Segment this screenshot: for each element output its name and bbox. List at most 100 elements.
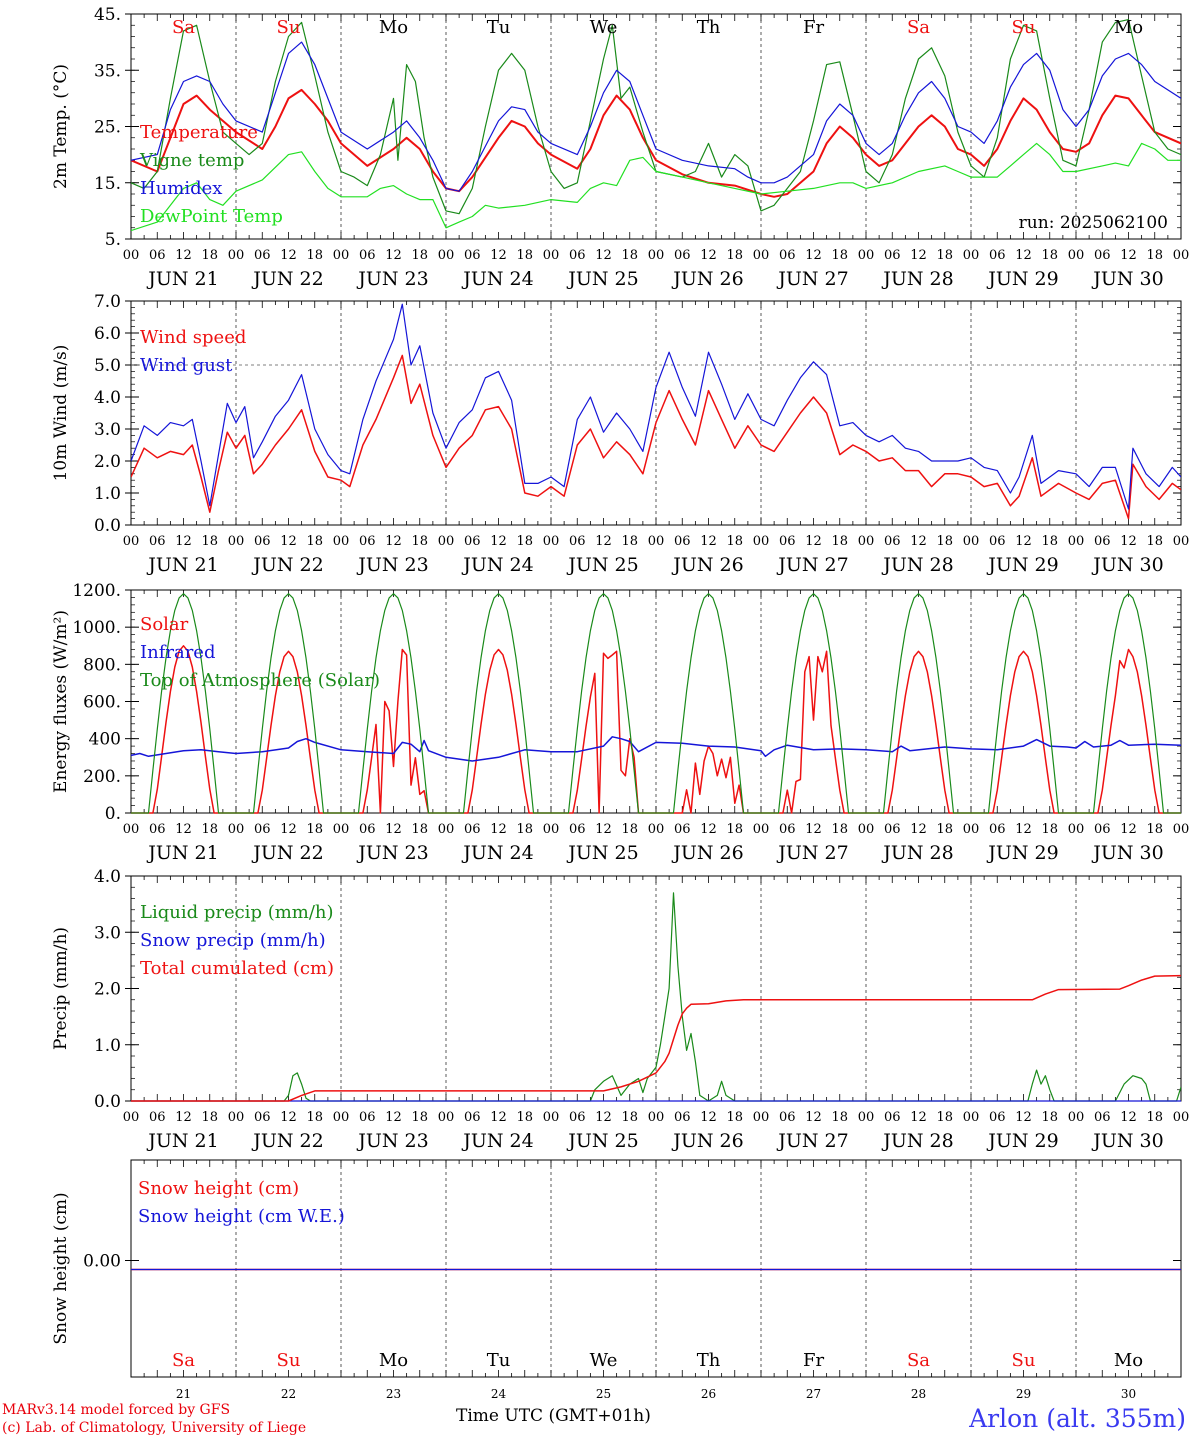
day-label: JUN 26 <box>671 842 743 864</box>
y-axis: 45. 35. 25. 15. 5. <box>94 5 1181 250</box>
panel-2: 7.0 6.0 5.0 4.0 3.0 2.0 1.0 0.0 10m Wind (m/s) Wi… <box>51 292 1189 576</box>
legend-entry: Temperature <box>140 122 258 143</box>
hour-tick-label: 06 <box>884 248 901 263</box>
series-group <box>131 19 1181 232</box>
weekday-label: Tu <box>487 1350 511 1371</box>
hour-tick-label: 06 <box>569 534 586 549</box>
day-label: JUN 25 <box>566 842 638 864</box>
y-tick-label: 45. <box>94 5 121 25</box>
hour-tick-label: 00 <box>963 822 980 837</box>
weekday-label: Su <box>1012 1350 1036 1371</box>
legend: Liquid precip (mm/h) Snow precip (mm/h) To… <box>140 902 334 979</box>
day-label: JUN 23 <box>356 842 428 864</box>
y-axis-title: Snow height (cm) <box>51 1192 71 1344</box>
hour-tick-label: 00 <box>543 534 560 549</box>
legend-entry: Liquid precip (mm/h) <box>140 902 334 923</box>
lab-credit: (c) Lab. of Climatology, University of L… <box>2 1420 307 1436</box>
hour-tick-label: 06 <box>989 822 1006 837</box>
hour-tick-label: 12 <box>910 248 927 263</box>
hour-tick-label: 18 <box>1041 822 1058 837</box>
hour-tick-label: 06 <box>569 822 586 837</box>
day-label: JUN 27 <box>776 554 848 576</box>
hour-tick-label: 18 <box>1041 1110 1058 1125</box>
hour-tick-label: 18 <box>306 822 323 837</box>
series-line-wind-speed <box>131 354 1181 520</box>
hour-tick-label: 18 <box>831 822 848 837</box>
legend-entry: Vigne temp <box>139 150 244 171</box>
hour-tick-label: 12 <box>490 248 507 263</box>
weekday-label: Fr <box>803 1350 824 1371</box>
y-tick-label: 1000. <box>72 618 121 638</box>
weekday-labels: Sa Su Mo Tu We Th Fr Sa Su Mo <box>172 1350 1143 1371</box>
day-number-label: 27 <box>806 1387 821 1400</box>
hour-tick-label: 06 <box>254 1110 271 1125</box>
hour-tick-label: 00 <box>1068 1110 1085 1125</box>
hour-tick-label: 12 <box>175 822 192 837</box>
hour-tick-label: 18 <box>201 534 218 549</box>
day-number-label: 29 <box>1016 1387 1031 1400</box>
hour-tick-label: 12 <box>280 1110 297 1125</box>
hour-tick-label: 06 <box>779 248 796 263</box>
day-label: JUN 29 <box>986 268 1058 290</box>
hour-tick-label: 06 <box>254 534 271 549</box>
day-label: JUN 21 <box>146 1130 218 1152</box>
day-label: JUN 24 <box>461 268 533 290</box>
hour-tick-label: 00 <box>543 248 560 263</box>
hour-tick-label: 06 <box>779 534 796 549</box>
weekday-label: Fr <box>803 17 824 38</box>
y-tick-label: 5.0 <box>94 356 121 376</box>
day-label: JUN 23 <box>356 554 428 576</box>
day-number-label: 21 <box>176 1387 191 1400</box>
hour-tick-label: 18 <box>1146 822 1163 837</box>
hour-tick-label: 18 <box>516 534 533 549</box>
hour-tick-label: 00 <box>963 248 980 263</box>
y-tick-label: 25. <box>94 118 121 138</box>
day-label: JUN 28 <box>881 1130 953 1152</box>
hour-tick-label: 00 <box>438 822 455 837</box>
y-tick-label: 0.00 <box>83 1252 121 1272</box>
y-tick-label: 2.0 <box>94 980 121 1000</box>
hour-tick-label: 18 <box>516 248 533 263</box>
hour-tick-label: 06 <box>989 1110 1006 1125</box>
hour-tick-label: 06 <box>779 822 796 837</box>
hour-tick-label: 06 <box>464 822 481 837</box>
x-axis: 00 06 12 18 JUN 21 00 06 12 18 JUN 22 00 06 12 18 JUN … <box>123 248 1190 290</box>
hour-tick-label: 18 <box>1041 534 1058 549</box>
hour-tick-label: 00 <box>123 534 140 549</box>
y-axis-title: 10m Wind (m/s) <box>51 345 71 482</box>
day-number-label: 23 <box>386 1387 401 1400</box>
series-line-humidex <box>131 41 1181 192</box>
day-label: JUN 29 <box>986 554 1058 576</box>
day-label: JUN 28 <box>881 842 953 864</box>
y-tick-label: 200. <box>83 767 121 787</box>
hour-tick-label: 18 <box>621 248 638 263</box>
hour-tick-label: 18 <box>201 822 218 837</box>
hour-tick-label: 18 <box>726 248 743 263</box>
hour-tick-label: 18 <box>306 248 323 263</box>
hour-tick-label: 12 <box>490 822 507 837</box>
y-tick-label: 1200. <box>72 581 121 601</box>
panel-3: 1200. 1000. 800. 600. 400 200. 0. Energy fluxes… <box>51 581 1189 864</box>
weekday-label: Su <box>277 17 301 38</box>
model-credit: MARv3.14 model forced by GFS <box>2 1402 231 1418</box>
hour-tick-label: 18 <box>201 248 218 263</box>
day-label: JUN 30 <box>1091 268 1163 290</box>
x-axis: 00 06 12 18 JUN 21 00 06 12 18 JUN 22 00 06 12 18 JUN … <box>123 822 1190 864</box>
hour-tick-label: 00 <box>648 1110 665 1125</box>
hour-tick-label: 12 <box>595 248 612 263</box>
hour-tick-label: 06 <box>149 534 166 549</box>
weekday-labels: Sa Su Mo Tu We Th Fr Sa Su Mo <box>172 17 1143 38</box>
hour-tick-label: 18 <box>831 248 848 263</box>
legend-entry: Snow height (cm W.E.) <box>138 1206 345 1227</box>
hour-tick-label: 06 <box>569 248 586 263</box>
hour-tick-label: 18 <box>516 822 533 837</box>
hour-tick-label: 18 <box>726 1110 743 1125</box>
hour-tick-label: 12 <box>700 1110 717 1125</box>
series-group <box>131 303 1181 520</box>
hour-tick-label: 00 <box>1068 248 1085 263</box>
day-label: JUN 21 <box>146 842 218 864</box>
station-name: Arlon (alt. 355m) <box>969 1404 1186 1433</box>
hour-tick-label: 06 <box>149 822 166 837</box>
day-label: JUN 27 <box>776 842 848 864</box>
